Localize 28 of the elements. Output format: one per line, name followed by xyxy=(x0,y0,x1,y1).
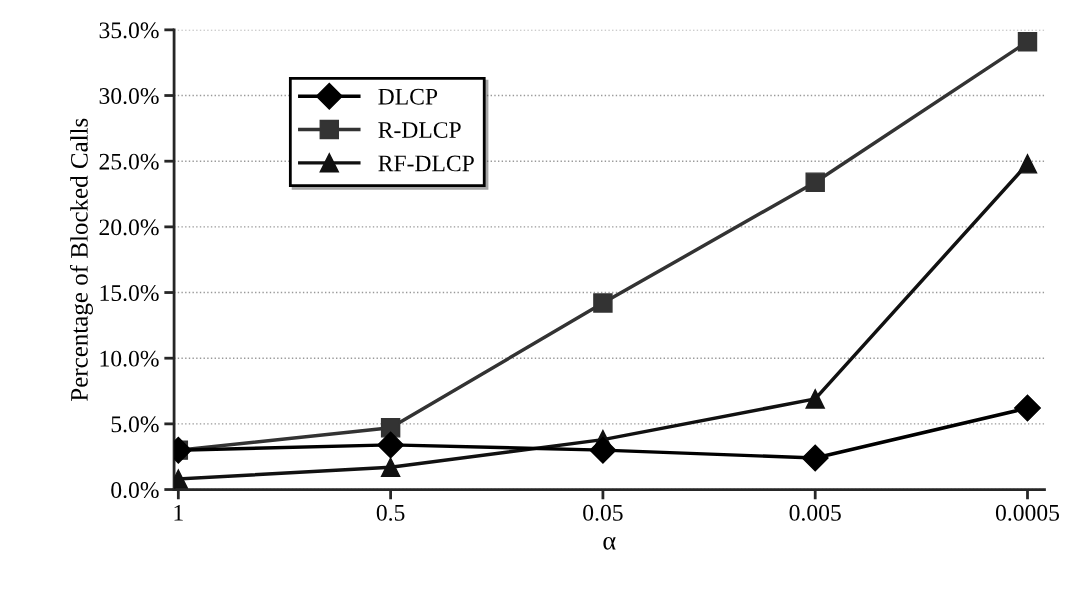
point xyxy=(589,436,617,464)
legend-label: R-DLCP xyxy=(378,122,461,138)
x-tick-label: 0.5 xyxy=(376,504,405,521)
point xyxy=(377,431,405,459)
y-tick-label: 35.0% xyxy=(99,22,159,39)
point xyxy=(1017,154,1038,174)
y-axis-title: Percentage of Blocked Calls xyxy=(69,118,93,401)
x-tick-label: 0.05 xyxy=(583,504,623,521)
point xyxy=(1014,394,1041,422)
y-tick-label: 20.0% xyxy=(99,219,159,236)
legend-label: RF-DLCP xyxy=(378,155,474,172)
x-tick-label: 0.005 xyxy=(789,504,841,521)
y-tick-label: 0.0% xyxy=(111,482,159,499)
y-tick-label: 25.0% xyxy=(99,153,159,170)
y-tick-label: 30.0% xyxy=(99,88,159,105)
y-tick-label: 5.0% xyxy=(111,416,159,433)
point xyxy=(1017,31,1038,52)
point xyxy=(593,293,613,313)
point xyxy=(380,457,401,477)
y-tick-label: 10.0% xyxy=(100,350,159,367)
x-tick-label: 1 xyxy=(174,504,183,521)
point xyxy=(801,444,829,472)
legend-label: DLCP xyxy=(378,88,438,105)
point xyxy=(805,389,825,409)
y-tick-label: 15.0% xyxy=(100,285,159,302)
point xyxy=(805,172,825,192)
x-axis-title: α xyxy=(603,536,616,550)
x-tick-label: 0.0005 xyxy=(995,504,1060,521)
